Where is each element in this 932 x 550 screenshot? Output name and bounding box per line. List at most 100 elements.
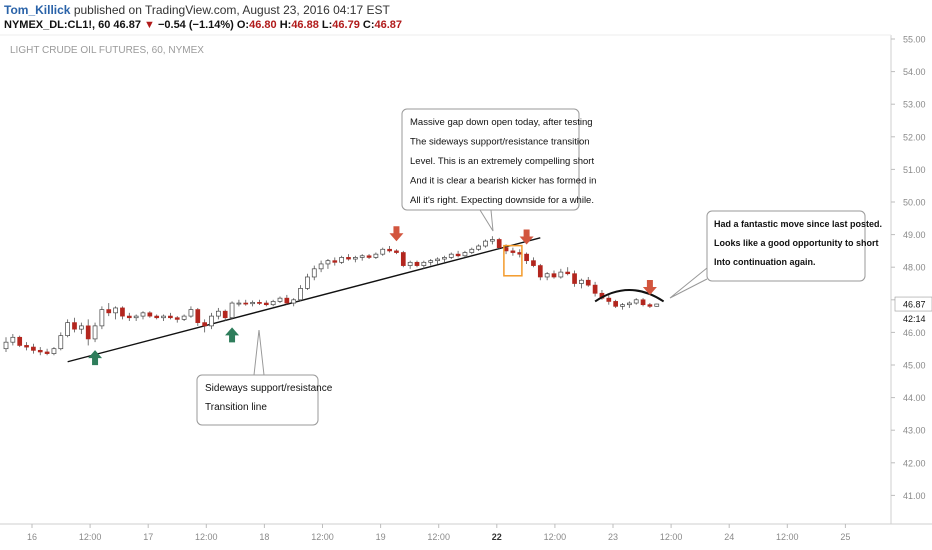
- candle-body: [483, 240, 488, 247]
- candle: [65, 319, 71, 338]
- callout-line: All it's right. Expecting downside for a…: [410, 195, 594, 206]
- candle: [284, 294, 290, 305]
- candle: [298, 285, 303, 302]
- rounded-top-arc[interactable]: [594, 289, 665, 303]
- candle: [373, 252, 379, 260]
- time-axis[interactable]: 16 12:00 17 12:00 18 12:00 19 12:00 22 12:00 23 12:…: [27, 524, 850, 542]
- callout-box: [706, 210, 866, 282]
- sell-arrow-icon[interactable]: [519, 229, 534, 245]
- author-link[interactable]: Tom_Killick: [4, 3, 71, 17]
- price-tick-label: 49.00: [903, 230, 926, 240]
- symbol-line: NYMEX_DL:CL1!, 60 46.87 ▼ −0.54 (−1.14%)…: [4, 18, 402, 32]
- time-tick-label: 12:00: [544, 532, 567, 542]
- candle-body: [229, 302, 235, 319]
- candle-body: [339, 257, 344, 263]
- chart-header: Tom_Killick published on TradingView.com…: [0, 0, 932, 34]
- close-label: C:: [362, 19, 375, 31]
- candle: [490, 236, 495, 245]
- candle: [277, 296, 283, 304]
- open-value: 46.80: [249, 19, 277, 31]
- time-tick-label: 25: [840, 532, 850, 542]
- candle-body: [113, 307, 118, 314]
- candle: [462, 250, 468, 258]
- candle-body: [72, 322, 77, 330]
- candle: [174, 316, 180, 323]
- price-tick-label: 53.00: [903, 100, 926, 110]
- annotation-gap-down[interactable]: Massive gap down open today, after testi…: [401, 108, 596, 232]
- trend-line[interactable]: [67, 237, 541, 363]
- candle-body: [305, 276, 310, 289]
- close-value: 46.87: [374, 19, 403, 31]
- candle: [558, 268, 564, 279]
- time-tick-label: 19: [376, 532, 386, 542]
- candle: [613, 299, 619, 308]
- candle-body: [414, 261, 420, 266]
- candle: [168, 312, 173, 320]
- callout-text: Massive gap down open today, after testi…: [410, 117, 596, 206]
- candle-body: [37, 349, 43, 353]
- candle: [51, 347, 57, 356]
- price-tick-label: 48.00: [903, 263, 926, 273]
- candle: [387, 246, 392, 253]
- candle: [435, 257, 440, 264]
- time-tick-label: 12:00: [660, 532, 683, 542]
- candle: [640, 298, 646, 307]
- buy-arrow-icon[interactable]: [88, 350, 103, 366]
- candle-body: [126, 315, 132, 319]
- time-tick-label: 12:00: [79, 532, 102, 542]
- candle: [654, 303, 660, 307]
- candle-body: [469, 248, 475, 253]
- symbol-label: NYMEX_DL:CL1!, 60: [4, 19, 111, 31]
- candle-body: [147, 312, 153, 317]
- candle: [250, 300, 255, 307]
- candle: [78, 322, 84, 335]
- price-tick-label: 50.00: [903, 198, 926, 208]
- candle: [455, 250, 461, 258]
- buy-arrow-icon[interactable]: [225, 327, 240, 343]
- candle: [325, 259, 331, 269]
- time-tick-label: 16: [27, 532, 37, 542]
- candle-body: [332, 260, 338, 263]
- candle: [311, 265, 317, 281]
- high-value: 46.88: [291, 19, 319, 31]
- callout-pointer: [479, 209, 494, 232]
- sell-arrow-icon[interactable]: [642, 280, 657, 296]
- candle: [99, 306, 105, 330]
- candle-body: [462, 252, 468, 257]
- candle-body: [257, 302, 262, 304]
- candle: [496, 237, 502, 250]
- candle-body: [277, 297, 283, 302]
- candle-body: [620, 304, 625, 307]
- annotation-continuation[interactable]: Had a fantastic move since last posted. L…: [669, 210, 882, 299]
- price-axis[interactable]: 41.0042.0043.0044.0045.0046.0047.0048.00…: [891, 35, 926, 501]
- callout-line: And it is clear a bearish kicker has for…: [410, 176, 596, 187]
- highlight-box[interactable]: [503, 244, 523, 277]
- candle: [106, 303, 112, 317]
- callout-line: Into continuation again.: [714, 257, 816, 267]
- candle: [126, 312, 132, 321]
- candle-body: [400, 252, 406, 266]
- annotation-transition-line[interactable]: Sideways support/resistance Transition li…: [196, 329, 333, 426]
- candle-body: [250, 302, 255, 305]
- candle-body: [380, 248, 386, 255]
- candle: [318, 260, 324, 273]
- candle: [181, 314, 187, 321]
- candle: [3, 337, 9, 352]
- candle-body: [58, 335, 64, 350]
- candle: [346, 254, 351, 261]
- callout-text: Had a fantastic move since last posted. L…: [714, 219, 882, 267]
- candle-body: [161, 315, 166, 319]
- candle: [263, 300, 269, 307]
- candle-body: [10, 336, 16, 343]
- signal-arrows: [88, 226, 657, 366]
- candle-body: [490, 239, 495, 242]
- sell-arrow-icon[interactable]: [389, 226, 404, 242]
- candle: [257, 299, 262, 306]
- candle: [592, 281, 598, 297]
- candle-body: [236, 302, 242, 305]
- candle-body: [263, 302, 269, 306]
- candle: [133, 314, 139, 321]
- candle: [544, 272, 550, 281]
- candle-body: [537, 265, 543, 278]
